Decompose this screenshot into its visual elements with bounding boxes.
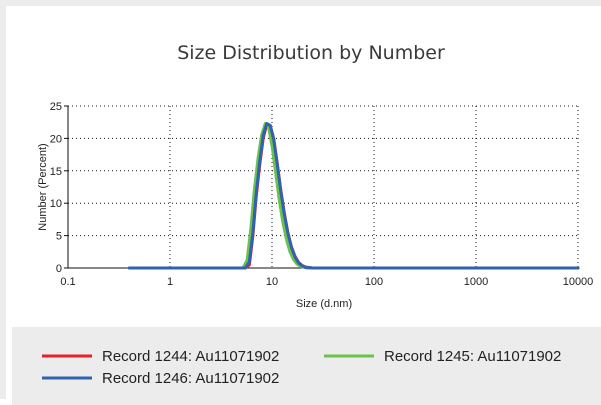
y-tick-label: 25 bbox=[50, 101, 62, 113]
series-line-1 bbox=[127, 122, 580, 270]
y-tick-label: 15 bbox=[50, 166, 62, 178]
x-tick-label: 100 bbox=[365, 276, 383, 288]
y-tick-label: 0 bbox=[56, 263, 62, 275]
legend-label-2: Record 1245: Au11071902 bbox=[384, 348, 561, 365]
x-tick-label: 1000 bbox=[464, 276, 488, 288]
axes bbox=[64, 105, 578, 269]
series-line-3 bbox=[127, 122, 580, 270]
y-tick-label: 5 bbox=[56, 231, 62, 243]
y-axis-label: Number (Percent) bbox=[37, 143, 49, 230]
legend: Record 1244: Au11071902 Record 1245: Au11… bbox=[42, 348, 561, 387]
x-tick-label: 0.1 bbox=[60, 276, 75, 288]
chart-title: Size Distribution by Number bbox=[177, 42, 445, 64]
grid bbox=[68, 105, 579, 268]
x-axis-label: Size (d.nm) bbox=[296, 298, 352, 310]
y-tick-label: 10 bbox=[50, 198, 62, 210]
x-tick-label: 10000 bbox=[563, 276, 594, 288]
x-tick-labels: 0.1 1 10 100 1000 10000 bbox=[60, 276, 593, 288]
size-distribution-chart: Size Distribution by Number 0.1 1 10 100 100… bbox=[12, 42, 601, 405]
series-lines bbox=[127, 122, 580, 270]
legend-label-1: Record 1244: Au11071902 bbox=[102, 348, 279, 365]
x-tick-label: 1 bbox=[167, 276, 173, 288]
y-tick-label: 20 bbox=[50, 133, 62, 145]
legend-label-3: Record 1246: Au11071902 bbox=[102, 370, 279, 387]
y-tick-labels: 0 5 10 15 20 25 bbox=[50, 101, 62, 275]
x-tick-label: 10 bbox=[266, 276, 278, 288]
series-line-2 bbox=[127, 122, 580, 270]
legend-background bbox=[12, 327, 601, 405]
